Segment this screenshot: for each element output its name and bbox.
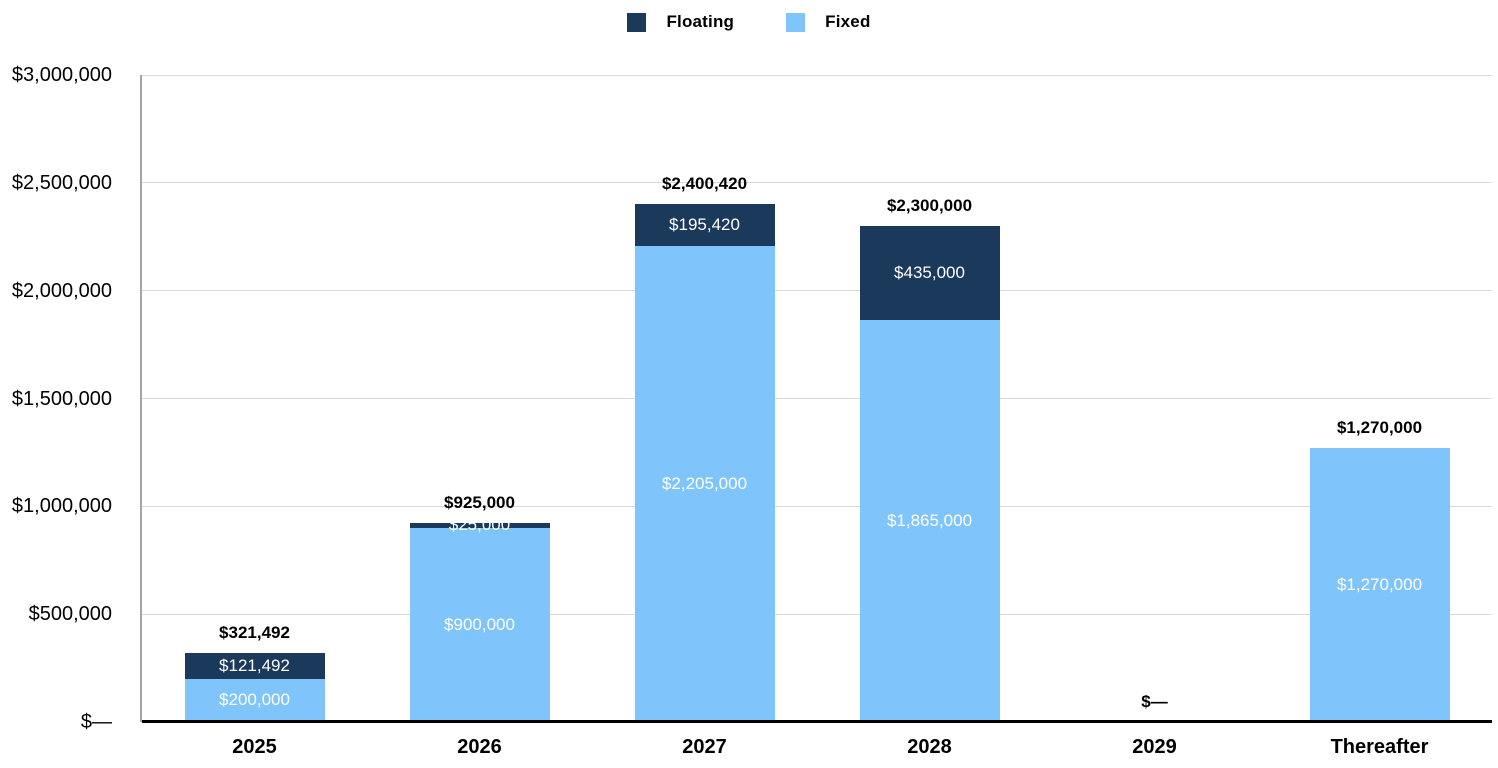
total-value-label: $925,000: [444, 492, 515, 512]
legend-item-fixed: Fixed: [786, 12, 870, 32]
y-tick-label: $2,500,000: [11, 171, 112, 194]
segment-value-label: $200,000: [219, 690, 290, 710]
bar-segment-floating: $25,000: [409, 515, 550, 534]
y-tick-label: $3,000,000: [11, 64, 112, 86]
stacked-bar: $200,000 $121,492: [184, 652, 325, 722]
y-tick-label: $500,000: [28, 603, 112, 626]
x-tick-label-2027: 2027: [682, 736, 727, 758]
gridline: [142, 613, 1492, 615]
bar-segment-floating: $435,000: [859, 225, 1000, 320]
segment-value-label: $2,205,000: [661, 474, 748, 494]
gridline: [142, 74, 1492, 76]
x-tick-label-2028: 2028: [907, 736, 952, 758]
x-tick-label-2026: 2026: [457, 736, 502, 758]
segment-value-label: $121,492: [219, 655, 290, 675]
bar-column-2029: $—: [1042, 75, 1267, 722]
bar-column-2026: $900,000 $25,000 $925,000: [367, 75, 592, 722]
bar-column-thereafter: $1,270,000 $1,270,000: [1267, 75, 1492, 722]
segment-value-label: $1,865,000: [886, 510, 973, 530]
x-tick-label-2029: 2029: [1132, 736, 1177, 758]
legend: Floating Fixed: [0, 12, 1498, 32]
bar-column-2025: $200,000 $121,492 $321,492: [142, 75, 367, 722]
floating-swatch-icon: [627, 12, 647, 32]
segment-value-label: $25,000: [448, 515, 511, 535]
y-tick-label: $1,000,000: [11, 495, 112, 518]
stacked-bar: $900,000 $25,000: [409, 515, 550, 722]
gridline: [142, 290, 1492, 292]
plot-area: $200,000 $121,492 $321,492 $900,000 $25,000 $…: [140, 74, 1492, 723]
x-axis-labels: 2025 2026 2027 2028 2029 Thereafter: [142, 736, 1492, 764]
bar-segment-fixed: $1,865,000: [859, 319, 1000, 722]
x-axis-line: [142, 720, 1492, 723]
legend-item-floating: Floating: [627, 12, 734, 32]
total-value-label: $1,270,000: [1336, 418, 1423, 438]
x-tick-label-2025: 2025: [232, 736, 277, 758]
bar-segment-fixed: $200,000: [184, 678, 325, 722]
legend-label-fixed: Fixed: [825, 12, 871, 31]
total-value-label: $2,300,000: [886, 195, 973, 215]
y-tick-label: $2,000,000: [11, 279, 112, 302]
stacked-bar: $1,865,000 $435,000: [859, 225, 1000, 722]
y-tick-label: $—: [80, 711, 112, 733]
segment-value-label: $435,000: [894, 262, 965, 282]
y-axis-labels: $— $500,000 $1,000,000 $1,500,000 $2,000,000…: [0, 0, 112, 768]
segment-value-label: $900,000: [444, 614, 515, 634]
gridline: [142, 505, 1492, 507]
total-value-label: $321,492: [219, 622, 290, 642]
legend-label-floating: Floating: [666, 12, 735, 31]
stacked-bar: $2,205,000 $195,420: [634, 204, 775, 722]
gridline: [142, 398, 1492, 399]
bar-segment-floating: $121,492: [184, 652, 325, 679]
total-value-label: $—: [1141, 692, 1168, 711]
bar-segment-fixed: $2,205,000: [634, 246, 775, 722]
y-tick-label: $1,500,000: [11, 387, 112, 410]
bar-segment-fixed: $900,000: [409, 527, 550, 722]
x-tick-label-thereafter: Thereafter: [1330, 736, 1429, 758]
total-value-label: $2,400,420: [661, 174, 748, 194]
bar-segment-floating: $195,420: [634, 204, 775, 247]
y-axis-line: [140, 75, 142, 722]
bar-segment-fixed: $1,270,000: [1309, 448, 1450, 722]
bar-column-2028: $1,865,000 $435,000 $2,300,000: [817, 75, 1042, 722]
segment-value-label: $195,420: [669, 215, 740, 235]
gridline: [142, 182, 1492, 184]
segment-value-label: $1,270,000: [1336, 575, 1423, 595]
bar-column-2027: $2,205,000 $195,420 $2,400,420: [592, 75, 817, 722]
stacked-bar: $1,270,000: [1309, 448, 1450, 722]
fixed-swatch-icon: [786, 12, 806, 32]
